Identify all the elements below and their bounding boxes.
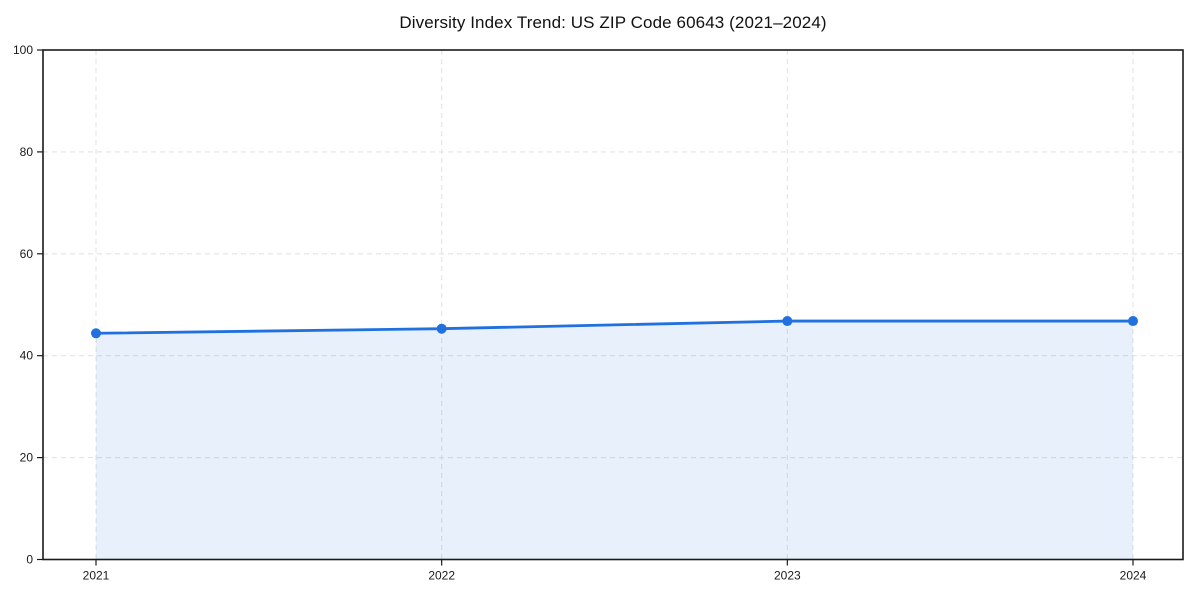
x-tick-label: 2022: [428, 569, 455, 583]
data-point-2022: [436, 323, 447, 334]
y-tick-label: 100: [13, 43, 33, 57]
y-tick-label: 60: [20, 247, 34, 261]
data-point-2021: [91, 328, 101, 339]
trend-line: [94, 319, 1135, 335]
y-tick-label: 40: [20, 349, 34, 363]
area-fill: [96, 321, 1133, 560]
data-point-2024: [1128, 316, 1138, 327]
y-tick-label: 20: [20, 451, 34, 465]
data-point-2023: [782, 316, 793, 327]
plot-border: [42, 49, 1184, 561]
x-tick-label: 2024: [1120, 569, 1147, 583]
chart-title: Diversity Index Trend: US ZIP Code 60643…: [399, 13, 827, 32]
x-tick-label: 2023: [774, 569, 801, 583]
y-tick-label: 0: [26, 553, 33, 567]
x-tick-label: 2021: [83, 569, 110, 583]
y-tick-label: 80: [20, 145, 34, 159]
